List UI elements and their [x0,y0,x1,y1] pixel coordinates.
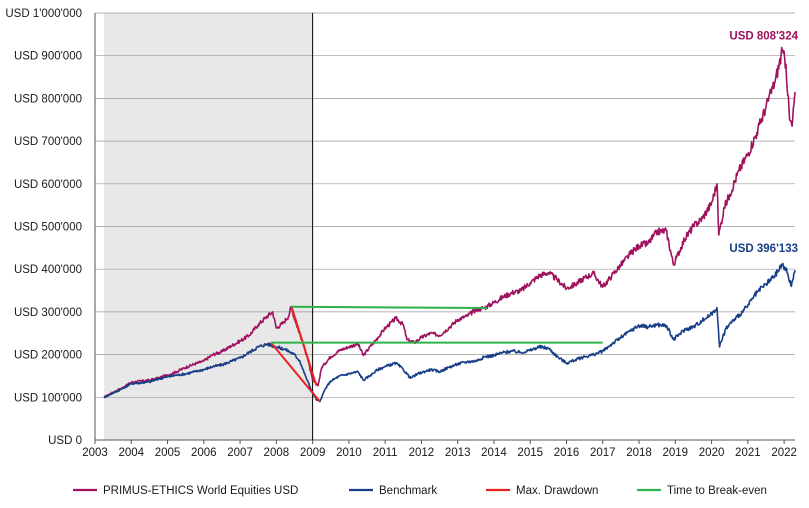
gridlines [95,12,795,398]
x-tick-label: 2006 [191,447,217,459]
x-tick-label: 2013 [445,447,471,459]
x-tick-label: 2021 [735,447,761,459]
y-tick-label: USD 900'000 [14,51,82,63]
max-drawdown-segment [290,306,318,386]
y-tick-label: USD 400'000 [14,264,82,276]
x-tick-label: 2009 [300,447,326,459]
y-tick-label: USD 100'000 [14,392,82,404]
x-tick-label: 2015 [517,447,543,459]
x-tick-label: 2014 [481,447,507,459]
legend-label-primus-ethics-world-equities-usd: PRIMUS-ETHICS World Equities USD [103,485,298,497]
y-tick-label: USD 0 [48,435,82,447]
time-to-break-even-segment [291,305,487,310]
x-tick-label: 2018 [626,447,652,459]
overlay-layer [270,305,603,403]
x-tick-label: 2012 [409,447,435,459]
x-tick-label: 2007 [227,447,253,459]
x-tick-label: 2016 [554,447,580,459]
x-tick-label: 2010 [336,447,362,459]
x-tick-label: 2008 [264,447,290,459]
legend: PRIMUS-ETHICS World Equities USD Benchmar… [73,485,767,497]
axes: USD 0 USD 100'000 USD 200'000 USD 300'000 US… [5,8,797,459]
legend-label-time-to-break-even: Time to Break-even [667,485,767,497]
x-tick-label: 2022 [771,447,797,459]
end-label-primus-ethics-world-equities-usd: USD 808'324 [729,30,798,42]
series-layer [103,46,796,403]
max-drawdown-segment [270,342,321,403]
y-tick-label: USD 700'000 [14,136,82,148]
x-tick-label: 2011 [373,447,398,459]
x-tick-label: 2017 [590,447,616,459]
series-line-primus-ethics-world-equities-usd [103,46,796,398]
y-tick-label: USD 800'000 [14,93,82,105]
y-tick-label: USD 1'000'000 [5,8,82,20]
y-tick-label: USD 500'000 [14,222,82,234]
series-line-benchmark [103,262,796,403]
y-tick-label: USD 600'000 [14,179,82,191]
x-tick-label: 2020 [699,447,725,459]
y-tick-label: USD 200'000 [14,350,82,362]
x-tick-label: 2003 [82,447,108,459]
end-label-benchmark: USD 396'133 [729,243,798,255]
x-tick-label: 2019 [663,447,689,459]
y-tick-label: USD 300'000 [14,307,82,319]
x-tick-label: 2005 [155,447,181,459]
legend-label-max-drawdown: Max. Drawdown [516,485,598,497]
end-labels: USD 808'324 USD 396'133 [729,30,798,255]
legend-label-benchmark: Benchmark [379,485,437,497]
x-tick-label: 2004 [118,447,144,459]
